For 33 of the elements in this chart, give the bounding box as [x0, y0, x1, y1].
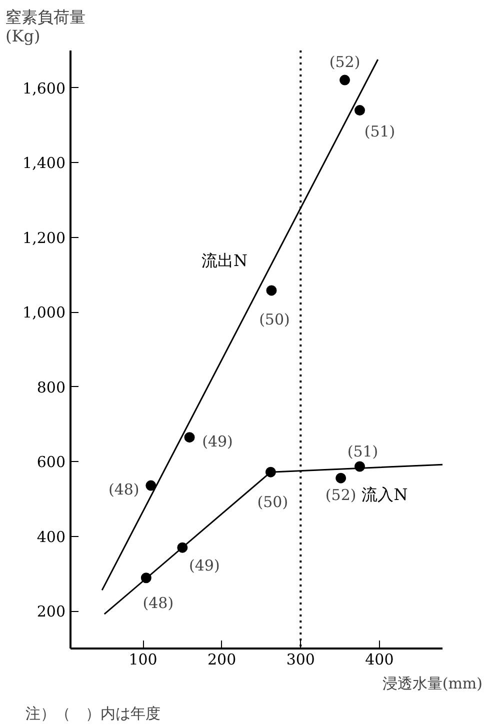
text: 注）（ ）内は年度	[26, 704, 160, 722]
annotation: (50)	[257, 493, 288, 512]
series-label: 流入N	[362, 484, 408, 504]
annotation: (48)	[142, 594, 174, 612]
annotation: (50)	[259, 310, 290, 328]
x-axis-title: 浸透水量(mm)	[382, 674, 483, 692]
series-label: 流出N	[201, 250, 248, 270]
y-tick-label: 400	[36, 528, 66, 546]
point	[336, 472, 346, 484]
y-tick-label: 1,600	[22, 79, 66, 98]
annotation: (51)	[347, 442, 378, 460]
point	[184, 432, 195, 443]
point	[146, 480, 156, 491]
y-tick-label: 1,200	[22, 228, 66, 247]
annotation: (49)	[189, 556, 220, 575]
x-tick-label: 100	[128, 650, 158, 668]
annotation: (52)	[329, 53, 360, 72]
y-tick-label: 600	[36, 453, 66, 472]
point	[340, 74, 350, 86]
annotation: (52)	[325, 486, 356, 504]
annotation: (48)	[108, 480, 140, 499]
point	[354, 105, 365, 116]
y-tick-label: 200	[36, 602, 66, 621]
annotation: (49)	[202, 432, 233, 450]
annotation: (51)	[364, 122, 396, 140]
y-tick-label: 800	[36, 378, 66, 396]
x-tick-label: 400	[365, 650, 394, 668]
x-tick-label: 300	[286, 650, 315, 668]
point	[266, 285, 277, 296]
x-tick-label: 200	[208, 650, 236, 668]
y-tick-label: 1,000	[22, 304, 66, 322]
y-axis-title: 窒素負荷量 (Kg)	[6, 8, 86, 46]
y-tick-label: 1,400	[22, 154, 66, 172]
